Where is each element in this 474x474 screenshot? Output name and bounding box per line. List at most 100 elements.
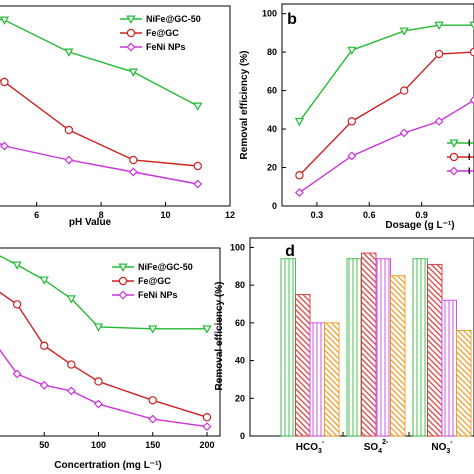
data-point-c-2 (66, 386, 76, 396)
data-point-b-1 (347, 117, 357, 126)
y-tick-label-b: 20 (267, 163, 277, 173)
bar-no-1 (427, 263, 443, 437)
x-tick-label-a: 8 (99, 210, 104, 220)
data-point-a-2 (128, 167, 138, 177)
data-point-c-1 (67, 360, 76, 369)
plot-frame-b (281, 3, 474, 207)
y-tick-label-b: 80 (267, 47, 277, 57)
data-point-a-2 (0, 141, 9, 151)
legend-label-b: I (468, 152, 471, 162)
data-point-a-1 (129, 155, 138, 165)
legend-marker-c (118, 276, 128, 286)
bar-no-0 (412, 258, 428, 437)
legend-marker-b (449, 152, 459, 162)
panel-c: 50 100 150 200 Concertration (mg L⁻¹) NiFe@GC… (0, 247, 221, 471)
legend-label-b: I (468, 138, 471, 148)
data-point-a-1 (0, 77, 9, 87)
data-point-b-0 (434, 21, 444, 30)
series-line-c-1 (0, 291, 208, 418)
bar-hco-3 (324, 322, 340, 437)
data-point-a-0 (0, 16, 10, 25)
series-line-a-2 (0, 142, 198, 185)
x-tick-label-b: 0.6 (363, 210, 376, 220)
y-tick-label-d: 20 (235, 393, 245, 403)
data-point-a-0 (64, 48, 74, 57)
bar-so-2 (375, 258, 391, 437)
panel-a: 6 8 10 12 pH Value NiFe@GC-50 Fe@GC FeNi NPs (0, 5, 235, 228)
y-axis-label-b: Removal efficiency (%) (239, 51, 250, 160)
y-tick-label-b: 40 (267, 124, 277, 134)
y-tick-label-b: 0 (272, 201, 277, 211)
y-tick-label-d: 80 (235, 280, 245, 290)
bar-so-3 (390, 275, 406, 437)
bar-no-2 (441, 299, 457, 437)
data-point-c-1 (94, 377, 103, 386)
legend-marker-a (126, 42, 136, 52)
y-tick-label-d: 100 (230, 242, 245, 252)
data-point-c-1 (202, 413, 212, 422)
data-point-c-2 (12, 369, 22, 379)
data-point-b-0 (469, 21, 474, 30)
legend-label-c: Fe@GC (138, 276, 171, 286)
data-point-b-2 (434, 116, 444, 126)
legend-label-a: NiFe@GC-50 (146, 14, 201, 24)
data-point-a-1 (64, 125, 74, 135)
series-line-c-2 (0, 349, 208, 428)
data-point-a-2 (64, 155, 74, 165)
bar-hco-0 (280, 258, 296, 437)
category-subscript: 3 (318, 448, 322, 455)
legend-marker-b (449, 139, 459, 148)
data-point-c-1 (40, 341, 49, 350)
x-tick-label-b: 0.3 (311, 210, 324, 220)
data-point-b-2 (399, 128, 409, 138)
data-point-b-0 (347, 46, 357, 56)
data-point-b-1 (295, 171, 304, 180)
data-point-c-0 (148, 325, 158, 334)
data-point-c-2 (94, 399, 103, 409)
data-point-b-2 (347, 151, 357, 161)
category-name: NO (431, 442, 446, 453)
category-label-0: HCO3- (296, 439, 325, 455)
panel-letter-b: b (287, 11, 297, 28)
category-subscript: 4 (378, 448, 382, 455)
legend-marker-c (118, 263, 128, 272)
category-superscript: - (322, 439, 325, 446)
legend-label-c: NiFe@GC-50 (138, 262, 193, 272)
legend-label-a: FeNi NPs (146, 42, 186, 52)
panel-b: 0.3 0.6 0.9 0 20 40 60 80 100 b Dosage (g L⁻¹) Remo… (239, 3, 474, 231)
data-point-a-1 (193, 161, 202, 171)
y-tick-label-d: 40 (235, 356, 245, 366)
x-tick-label-a: 10 (161, 210, 171, 220)
data-point-c-0 (39, 276, 49, 285)
data-point-b-1 (434, 49, 444, 59)
data-point-b-2 (469, 95, 474, 105)
x-tick-label-b: 0.9 (415, 210, 428, 220)
legend-marker-a (126, 15, 136, 24)
data-point-c-2 (202, 422, 212, 432)
legend-marker-a (126, 28, 136, 38)
data-point-b-1 (469, 47, 474, 57)
series-line-b-0 (298, 24, 474, 122)
category-label-2: NO3- (431, 439, 453, 455)
series-line-a-1 (0, 79, 198, 167)
plot-frame-a (0, 5, 231, 207)
category-name: SO (364, 442, 379, 453)
category-label-1: SO42- (364, 439, 389, 455)
data-point-b-1 (399, 86, 409, 95)
bar-hco-2 (309, 322, 325, 437)
bar-so-0 (346, 258, 362, 437)
x-tick-label-c: 100 (91, 440, 106, 450)
category-subscript: 3 (446, 448, 450, 455)
x-tick-label-a: 6 (34, 210, 39, 220)
x-axis-label-b: Dosage (g L⁻¹) (385, 220, 454, 231)
bar-hco-1 (295, 294, 311, 437)
data-point-c-2 (39, 380, 49, 390)
category-superscript: 2- (382, 439, 389, 446)
y-tick-label-d: 0 (240, 431, 245, 441)
category-superscript: - (450, 439, 453, 446)
x-axis-label-a: pH Value (69, 217, 112, 228)
legend-label-a: Fe@GC (146, 28, 179, 38)
x-tick-label-c: 200 (199, 440, 214, 450)
